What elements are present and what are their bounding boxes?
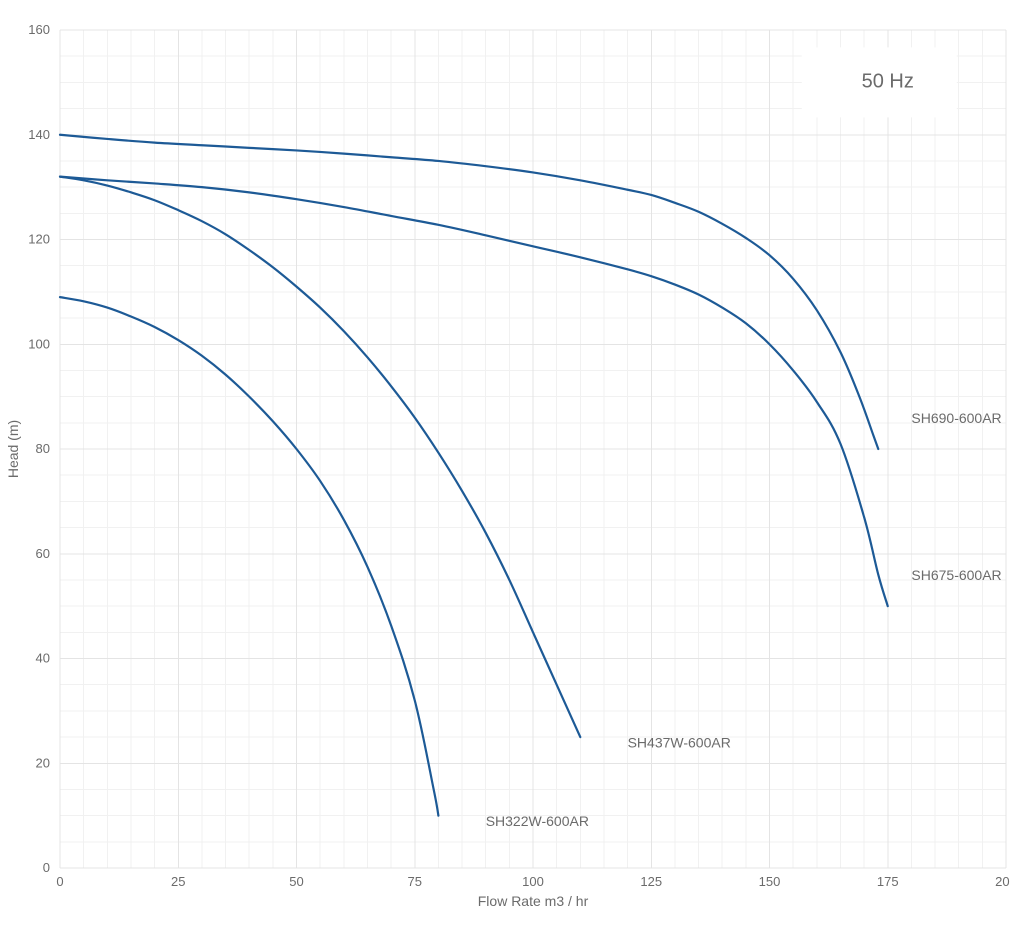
pump-curves-chart: SH322W-600AR SH437W-600AR SH675-600AR SH690…: [0, 0, 1010, 922]
y-tick-label: 100: [28, 336, 50, 351]
series-label-sh437w-600ar: SH437W-600AR: [628, 735, 731, 751]
x-axis-label: Flow Rate m3 / hr: [478, 893, 589, 909]
x-tick-label: 125: [640, 874, 662, 889]
series-label-sh690-600ar: SH690-600AR: [911, 410, 1001, 426]
y-axis-label: Head (m): [5, 420, 21, 478]
x-tick-label: 0: [56, 874, 63, 889]
x-tick-label: 25: [171, 874, 185, 889]
x-tick-label: 50: [289, 874, 303, 889]
y-tick-label: 120: [28, 232, 50, 247]
y-tick-label: 140: [28, 127, 50, 142]
x-tick-label: 100: [522, 874, 544, 889]
y-tick-label: 80: [36, 441, 50, 456]
y-tick-label: 160: [28, 22, 50, 37]
series-label-sh675-600ar: SH675-600AR: [911, 567, 1001, 583]
series-label-sh322w-600ar: SH322W-600AR: [486, 813, 589, 829]
x-tick-label: 175: [877, 874, 899, 889]
y-tick-label: 0: [43, 860, 50, 875]
y-tick-label: 20: [36, 755, 50, 770]
x-tick-label: 200: [995, 874, 1010, 889]
y-tick-label: 40: [36, 651, 50, 666]
y-tick-label: 60: [36, 546, 50, 561]
x-tick-label: 75: [408, 874, 422, 889]
chart-svg: SH322W-600AR SH437W-600AR SH675-600AR SH690…: [0, 0, 1010, 922]
x-tick-label: 150: [759, 874, 781, 889]
legend-frequency: 50 Hz: [862, 71, 914, 93]
